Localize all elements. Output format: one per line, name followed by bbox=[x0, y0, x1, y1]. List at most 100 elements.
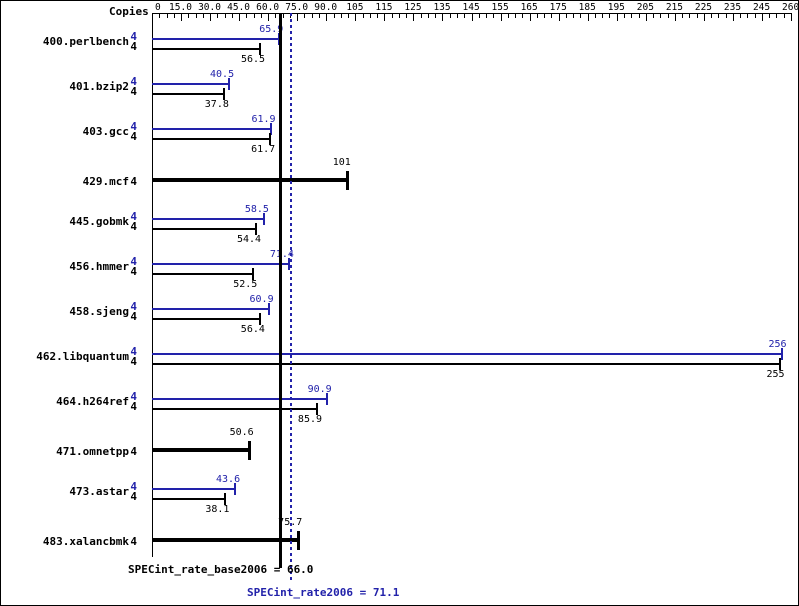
bar-base-end-cap bbox=[259, 43, 262, 55]
axis-tick-major bbox=[268, 14, 269, 21]
bar-value-label: 101 bbox=[332, 157, 351, 168]
bar-single-black bbox=[152, 448, 250, 452]
bar-peak bbox=[152, 353, 784, 355]
row-left-cap-base bbox=[152, 134, 153, 147]
row-left-cap-peak bbox=[152, 348, 153, 357]
bar-peak-value-label: 58.5 bbox=[244, 204, 269, 215]
axis-tick-label: 125 bbox=[404, 2, 422, 13]
row-left-cap-base bbox=[152, 44, 153, 57]
bar-peak bbox=[152, 398, 328, 400]
bar-base-value-label: 54.4 bbox=[236, 234, 262, 245]
bar-base-end-cap bbox=[223, 493, 226, 505]
row-left-cap-base bbox=[152, 269, 153, 282]
axis-tick-minor bbox=[392, 14, 393, 18]
bar-base bbox=[152, 318, 262, 320]
bar-peak-end-cap bbox=[234, 483, 237, 495]
axis-tick-label: 90.0 bbox=[314, 2, 338, 13]
copies-base-value: 4 bbox=[130, 535, 137, 548]
summary-base-label: SPECint_rate_base2006 = 66.0 bbox=[128, 563, 314, 576]
axis-tick-label: 115 bbox=[375, 2, 393, 13]
copies-base-value: 4 bbox=[130, 400, 137, 413]
bar-peak-value-label: 256 bbox=[768, 339, 787, 350]
axis-tick-minor bbox=[341, 14, 342, 18]
bar-peak bbox=[152, 83, 231, 85]
axis-tick-minor bbox=[537, 14, 538, 18]
bar-peak-value-label: 71.4 bbox=[269, 249, 294, 260]
copies-base-value: 4 bbox=[130, 490, 137, 503]
axis-tick-minor bbox=[551, 14, 552, 18]
axis-tick-minor bbox=[711, 14, 712, 18]
bar-single-black bbox=[152, 178, 348, 182]
axis-tick-minor bbox=[515, 14, 516, 18]
axis-tick-label: 245 bbox=[752, 2, 771, 13]
axis-tick-minor bbox=[697, 14, 698, 18]
row-left-cap-peak bbox=[152, 33, 153, 42]
bar-peak-value-label: 60.9 bbox=[249, 294, 274, 305]
copies-peak-value: 4 bbox=[130, 300, 137, 313]
axis-tick-minor bbox=[334, 14, 335, 18]
axis-tick-minor bbox=[522, 14, 523, 18]
copies-peak-value: 4 bbox=[130, 120, 137, 133]
row-left-cap-base bbox=[152, 224, 153, 237]
axis-tick-minor bbox=[653, 14, 654, 18]
axis-tick-major bbox=[152, 14, 153, 21]
bar-base bbox=[152, 273, 254, 275]
axis-tick-minor bbox=[718, 14, 719, 18]
bar-peak-value-label: 65.9 bbox=[259, 24, 284, 35]
axis-tick-minor bbox=[399, 14, 400, 18]
row-left-cap-peak bbox=[152, 258, 153, 267]
benchmark-label: 401.bzip2 bbox=[69, 80, 129, 93]
axis-tick-label: 155 bbox=[491, 2, 509, 13]
axis-tick-minor bbox=[254, 14, 255, 18]
axis-tick-minor bbox=[682, 14, 683, 18]
bar-base bbox=[152, 363, 782, 365]
benchmark-label: 473.astar bbox=[69, 485, 129, 498]
axis-tick-label: 60.0 bbox=[256, 2, 280, 13]
copies-base-value: 4 bbox=[130, 265, 137, 278]
row-left-cap-base bbox=[152, 359, 153, 372]
axis-tick-label: 0 bbox=[155, 2, 161, 13]
axis-tick-label: 105 bbox=[346, 2, 364, 13]
axis-tick-minor bbox=[167, 14, 168, 18]
bar-peak-value-label: 43.6 bbox=[216, 474, 241, 485]
axis-tick-major bbox=[617, 14, 618, 21]
axis-tick-minor bbox=[486, 14, 487, 18]
bar-base-value-label: 255 bbox=[766, 369, 785, 380]
copies-base-value: 4 bbox=[130, 85, 137, 98]
bar-base bbox=[152, 498, 226, 500]
benchmark-label: 458.sjeng bbox=[69, 305, 129, 318]
row-left-cap-peak bbox=[152, 393, 153, 402]
axis-tick-major bbox=[501, 14, 502, 21]
bar-peak-end-cap bbox=[269, 123, 272, 135]
bar-peak-end-cap bbox=[288, 258, 291, 270]
bar-peak-end-cap bbox=[781, 348, 784, 360]
axis-tick-major bbox=[559, 14, 560, 21]
axis-tick-minor bbox=[595, 14, 596, 18]
axis-tick-minor bbox=[283, 14, 284, 18]
axis-tick-minor bbox=[232, 14, 233, 18]
benchmark-label: 483.xalancbmk bbox=[42, 535, 129, 548]
axis-tick-label: 260 bbox=[782, 2, 799, 13]
bar-base-end-cap bbox=[255, 223, 258, 235]
axis-tick-major bbox=[646, 14, 647, 21]
benchmark-label: 400.perlbench bbox=[42, 35, 129, 48]
bar-base-value-label: 56.5 bbox=[241, 54, 266, 65]
bar-base bbox=[152, 138, 272, 140]
axis-top-rule bbox=[152, 13, 792, 14]
axis-tick-minor bbox=[435, 14, 436, 18]
bar-peak bbox=[152, 488, 237, 490]
copies-base-value: 4 bbox=[130, 310, 137, 323]
axis-tick-minor bbox=[174, 14, 175, 18]
bar-peak bbox=[152, 128, 272, 130]
bar-base-end-cap bbox=[259, 313, 262, 325]
axis-tick-label: 235 bbox=[723, 2, 742, 13]
axis-tick-major bbox=[791, 14, 792, 21]
axis-tick-label: 45.0 bbox=[227, 2, 251, 13]
axis-tick-minor bbox=[602, 14, 603, 18]
benchmark-label: 403.gcc bbox=[82, 125, 129, 138]
axis-tick-major bbox=[413, 14, 414, 21]
bar-base-end-cap bbox=[779, 358, 782, 370]
axis-tick-major bbox=[733, 14, 734, 21]
axis-tick-label: 165 bbox=[520, 2, 538, 13]
